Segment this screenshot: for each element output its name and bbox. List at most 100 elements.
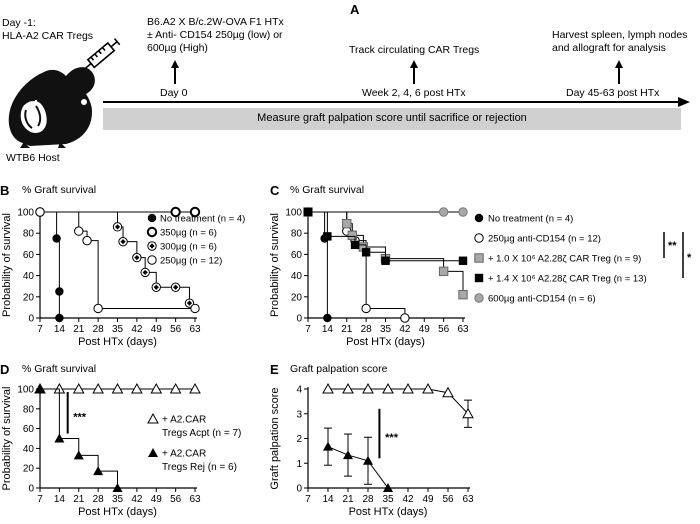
chart-d-point	[150, 382, 163, 394]
measurement-bar: Measure graft palpation score until sacr…	[103, 108, 681, 130]
chart-d-legend-label-1: + A2.CAR	[162, 415, 206, 426]
chart-c-point	[438, 266, 449, 277]
weeks-label: Week 2, 4, 6 post HTx	[362, 87, 466, 99]
chart-c-series-1	[303, 207, 410, 323]
chart-b-x-tick-label: 56	[170, 324, 182, 335]
chart-e-x-tick-label: 35	[382, 494, 394, 505]
chart-e-point	[362, 382, 374, 394]
chart-e-x-tick-label: 21	[342, 494, 354, 505]
panel-letter-c: C	[270, 183, 280, 198]
chart-c-point	[400, 313, 410, 323]
chart-c-y-tick-label: 0	[296, 314, 302, 325]
day0-label: Day 0	[160, 87, 188, 99]
chart-b-legend-marker	[147, 241, 157, 251]
chart-d-point	[92, 382, 104, 394]
chart-b-point	[35, 207, 45, 217]
chart-c-series-line	[308, 211, 328, 318]
chart-b-y-tick-label: 100	[17, 208, 34, 219]
chart-b-point-diamond	[173, 284, 179, 290]
chart-e-point	[363, 455, 373, 465]
chart-d-y-tick-label: 100	[17, 385, 34, 396]
chart-b-x-label: Post HTx (days)	[78, 336, 157, 348]
chart-b-point	[55, 313, 64, 323]
chart-d-x-tick-label: 21	[73, 494, 85, 505]
chart-e-title: Graft palpation score	[290, 363, 388, 375]
chart-b-point	[189, 206, 201, 218]
chart-b-point	[190, 303, 200, 314]
chart-b-y-label: Probability of survival	[1, 213, 13, 317]
panel-letter-d: D	[0, 362, 10, 377]
chart-d-point	[93, 466, 104, 476]
event-2-label: Track circulating CAR Tregs	[349, 44, 480, 56]
chart-b-point	[132, 252, 142, 263]
chart-e-series-0	[322, 382, 474, 428]
chart-e-point	[382, 382, 394, 394]
panel-letter-e: E	[270, 362, 279, 377]
chart-c-legend-marker	[474, 253, 484, 263]
chart-c-x-tick-label: 35	[380, 324, 392, 335]
day-end-label: Day 45-63 post HTx	[566, 87, 660, 99]
chart-d-point	[35, 384, 45, 393]
chart-d-point	[111, 382, 124, 394]
chart-d-x-tick-label: 28	[93, 494, 105, 505]
panel-letter-a: A	[350, 2, 360, 17]
chart-b-x-tick-label: 28	[93, 324, 105, 335]
chart-d-x-tick-label: 35	[112, 494, 124, 505]
chart-d-point	[72, 382, 85, 394]
chart-b-series-line	[40, 211, 195, 309]
chart-e-x-tick-label: 42	[402, 494, 414, 505]
chart-c-y-tick-label: 40	[291, 271, 303, 282]
chart-d-point	[112, 483, 123, 492]
chart-c-point	[342, 218, 352, 229]
chart-e-x-tick-label: 7	[305, 494, 311, 505]
chart-b-y-tick-label: 80	[23, 229, 35, 240]
chart-d-x-tick-label: 7	[37, 494, 43, 505]
chart-c-legend-marker	[474, 293, 484, 303]
chart-d-legend-marker	[147, 412, 159, 424]
chart-b-point-diamond	[120, 239, 126, 245]
chart-b-legend-marker	[147, 255, 157, 265]
chart-d-series-line	[40, 388, 118, 488]
chart-b-series-line	[40, 211, 60, 318]
chart-c-point	[381, 256, 390, 265]
chart-c-x-tick-label: 49	[419, 324, 431, 335]
chart-b-x-tick-label: 63	[189, 324, 201, 335]
chart-e-point	[323, 441, 333, 451]
chart-c-series-4	[308, 207, 468, 217]
chart-b-title: % Graft survival	[22, 184, 97, 196]
chart-c-x-label: Post HTx (days)	[346, 336, 425, 348]
chart-c-y-tick-label: 60	[291, 250, 303, 261]
chart-b-point	[112, 222, 123, 232]
chart-b-point	[170, 282, 181, 292]
chart-b-y-tick-label: 0	[28, 314, 34, 325]
chart-c-legend-marker	[474, 273, 484, 283]
chart-b-point-diamond	[114, 224, 121, 230]
chart-c-x-tick-label: 21	[341, 324, 353, 335]
chart-c-legend-label: No treatment (n = 4)	[488, 214, 573, 225]
chart-d-legend-label-1: + A2.CAR	[162, 449, 206, 460]
chart-b-point	[170, 206, 181, 218]
chart-e-x-tick-label: 28	[362, 494, 374, 505]
chart-c-legend-marker	[474, 233, 484, 243]
chart-d-x-tick-label: 56	[170, 494, 182, 505]
chart-b-point	[151, 282, 161, 292]
chart-b-point	[55, 287, 64, 296]
chart-e-y-tick-label: 4	[296, 385, 302, 396]
chart-b-x-tick-label: 42	[131, 324, 143, 335]
chart-b-point	[93, 303, 103, 314]
chart-e-x-tick-label: 49	[422, 494, 434, 505]
chart-c-point	[361, 248, 371, 257]
chart-c-x-tick-label: 14	[322, 324, 334, 335]
chart-b-legend-marker	[146, 226, 158, 238]
timeline-axis	[103, 60, 690, 107]
chart-c-x-tick-label: 63	[457, 324, 469, 335]
chart-c-x-tick-label: 7	[305, 324, 311, 335]
chart-d-y-tick-label: 20	[23, 464, 35, 475]
chart-b-legend-label: No treatment (n = 4)	[160, 214, 245, 225]
chart-d: 0 20 40 60 80 100 7 14 21 28 35 42 49 56 63 Post HTx (d…	[1, 382, 241, 518]
chart-c-y-tick-label: 100	[285, 208, 302, 219]
chart-c-point	[361, 303, 371, 314]
chart-e-point	[462, 407, 474, 419]
chart-d-y-tick-label: 40	[23, 444, 35, 455]
chart-d-x-tick-label: 49	[151, 494, 163, 505]
